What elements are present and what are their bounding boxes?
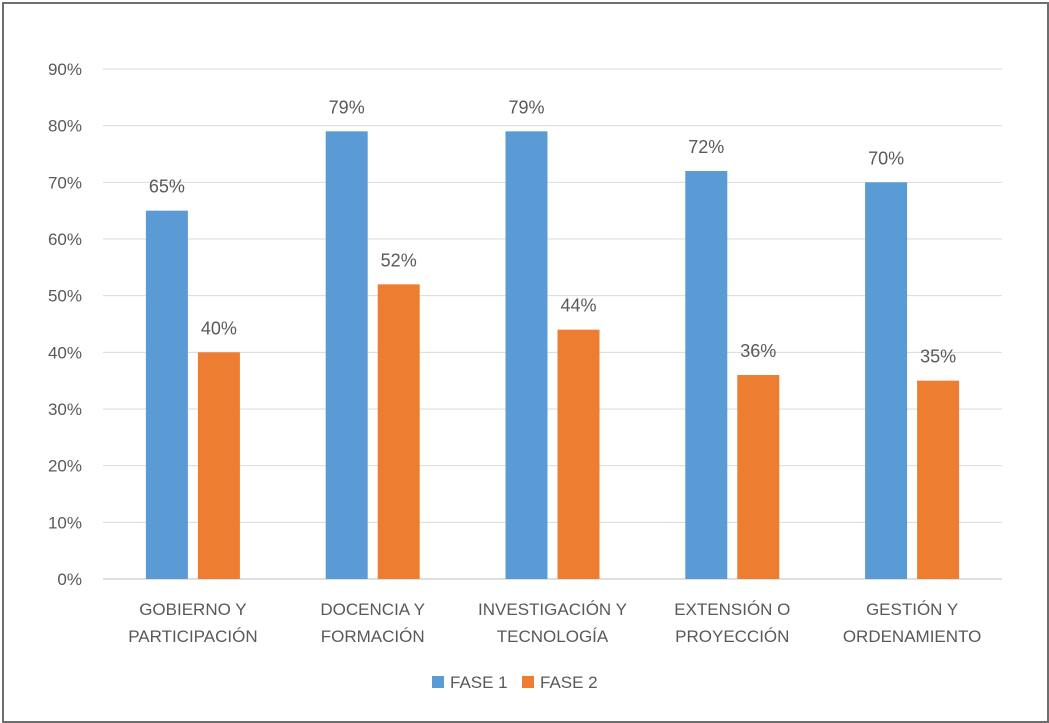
bar-1-5 [865,182,908,580]
bar-1-2 [325,131,368,580]
data-label: 40% [201,318,237,338]
legend-label: FASE 2 [540,673,598,692]
y-tick-label: 50% [48,287,82,306]
bar-1-3 [505,131,548,580]
legend-swatch [522,676,534,688]
x-category-label: GOBIERNO Y [139,600,246,619]
y-tick-label: 0% [57,570,82,589]
legend-swatch [432,676,444,688]
bar-2-2 [377,284,420,579]
bar-2-1 [197,352,240,579]
x-category-label: INVESTIGACIÓN Y [478,600,627,619]
y-tick-label: 70% [48,173,82,192]
data-label: 79% [329,97,365,117]
data-label: 70% [868,148,904,168]
y-tick-label: 40% [48,343,82,362]
data-label: 79% [508,97,544,117]
x-category-label: PROYECCIÓN [675,627,789,646]
data-label: 35% [920,347,956,367]
x-category-label: EXTENSIÓN O [674,600,790,619]
y-tick-label: 80% [48,117,82,136]
data-label: 44% [560,296,596,316]
data-label: 36% [740,341,776,361]
legend-label: FASE 1 [450,673,508,692]
bar-1-4 [685,171,728,579]
y-tick-label: 30% [48,400,82,419]
data-label: 52% [381,250,417,270]
data-label: 65% [149,177,185,197]
bar-2-5 [917,380,960,579]
x-category-label: ORDENAMIENTO [843,627,982,646]
y-tick-label: 60% [48,230,82,249]
bar-2-4 [737,375,780,579]
x-category-label: GESTIÓN Y [866,600,958,619]
bar-1-1 [145,210,188,579]
x-category-label: PARTICIPACIÓN [128,627,257,646]
data-label: 72% [688,137,724,157]
x-category-label: TECNOLOGÍA [497,627,609,646]
x-category-label: DOCENCIA Y [320,600,425,619]
x-category-label: FORMACIÓN [321,627,425,646]
y-tick-label: 20% [48,457,82,476]
bar-2-3 [557,329,600,579]
y-tick-label: 10% [48,513,82,532]
y-tick-label: 90% [48,60,82,79]
